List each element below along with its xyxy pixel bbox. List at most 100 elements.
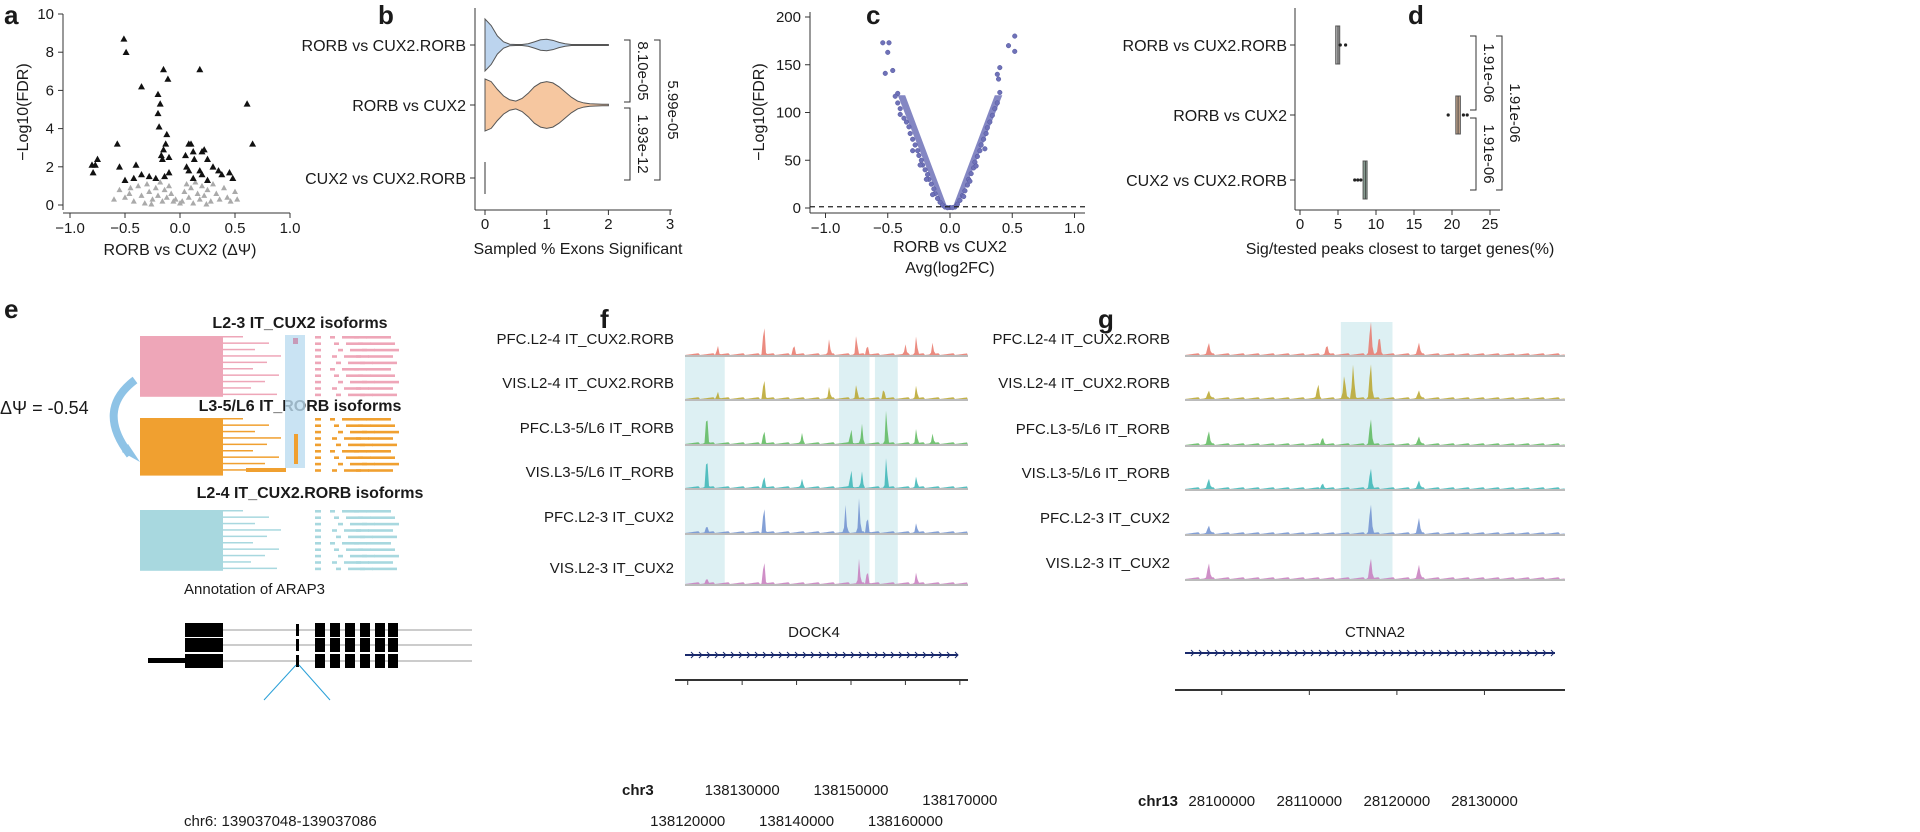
annotation-exon — [330, 638, 340, 652]
box-point — [1359, 178, 1363, 182]
panel-b-xtick-label: 0 — [481, 216, 489, 233]
isoform-cux2-exon — [338, 348, 343, 352]
nonsignificant-point — [181, 188, 188, 195]
isoform-cux2-rorb-exon — [370, 548, 395, 551]
gene-strand-arrow — [1398, 649, 1403, 657]
isoform-rorb-exon — [315, 418, 321, 421]
isoform-cux2-intron — [223, 336, 243, 338]
volcano-point — [882, 70, 888, 76]
volcano-point — [982, 146, 988, 152]
nonsignificant-point — [141, 200, 148, 206]
isoform-cux2-exon — [368, 387, 393, 390]
isoform-cux2-rorb-exon — [374, 522, 399, 526]
annotation-exon — [345, 654, 355, 668]
isoform-cux2-rorb-exon — [366, 542, 391, 545]
annotation-exon — [185, 638, 223, 652]
annotation-exon — [345, 623, 355, 637]
isoform-cux2-exon — [315, 342, 321, 345]
annotation-exon — [330, 623, 340, 637]
panel-letter-b: b — [378, 0, 394, 30]
significant-point — [91, 161, 99, 168]
isoform-rorb-exon — [315, 437, 321, 440]
isoform-rorb-exon — [330, 450, 335, 453]
nonsignificant-point — [210, 180, 216, 187]
annotation-exon — [375, 623, 385, 637]
nonsignificant-point — [232, 188, 238, 195]
gene-strand-arrow — [722, 651, 727, 659]
isoform-cux2-exon — [315, 368, 321, 371]
significant-point — [165, 169, 173, 176]
isoform-rorb-exon — [336, 443, 341, 447]
volcano-point — [916, 152, 922, 159]
isoform-cux2-exon — [315, 387, 321, 390]
gene-strand-arrow — [866, 651, 871, 659]
gene-strand-arrow — [906, 651, 911, 659]
volcano-point — [897, 111, 903, 117]
significant-point — [160, 146, 167, 153]
gene-strand-arrow — [1390, 649, 1395, 657]
isoform-cux2-rorb-exon — [315, 548, 321, 551]
annotation-exon — [375, 638, 385, 652]
volcano-point — [989, 112, 995, 118]
bracket-b-1-2 — [624, 107, 631, 181]
nonsignificant-point — [224, 194, 231, 200]
nonsignificant-point — [213, 190, 220, 196]
significant-point — [130, 174, 138, 182]
volcano-point — [944, 205, 951, 211]
nonsignificant-point — [234, 196, 241, 202]
isoform-rorb-exon — [356, 469, 361, 472]
isoform-cux2-exon — [334, 374, 339, 377]
isoform-cux2-rorb-exon — [368, 561, 393, 564]
panel-d-xtick-label: 10 — [1368, 216, 1385, 233]
bracket-d-0-2-label: 1.91e-06 — [1506, 83, 1523, 142]
significant-point — [226, 169, 233, 176]
isoform-cux2-rorb-exon — [338, 522, 343, 526]
gene-strand-arrow — [786, 651, 791, 659]
isoform-cux2-rorb-exon — [336, 535, 341, 539]
isoform-cux2-rorb-exon — [354, 510, 359, 513]
gene-strand-arrow — [1550, 649, 1555, 657]
track-label: VIS.L3-5/L6 IT_RORB — [1022, 465, 1170, 482]
volcano-point — [957, 197, 963, 203]
gene-strand-arrow — [1278, 649, 1283, 657]
nonsignificant-point — [221, 184, 227, 191]
annotation-exon — [296, 655, 299, 667]
isoform-cux2-rorb-exon — [338, 554, 343, 558]
isoform-cux2-intron — [223, 374, 279, 376]
nonsignificant-point — [149, 196, 156, 202]
volcano-point — [983, 130, 989, 137]
significant-point — [116, 163, 123, 170]
volcano-point — [978, 142, 984, 148]
isoform-cux2-exon — [356, 387, 361, 390]
panel-a-ytick-label: 10 — [37, 6, 54, 23]
isoform-rorb-exon — [366, 450, 391, 453]
gene-strand-arrow — [834, 651, 839, 659]
panel-c-ytick-label: 0 — [793, 200, 801, 217]
violin-0 — [484, 17, 609, 73]
isoform-cux2-rorb-exon — [358, 516, 363, 519]
isoform-cux2-intron — [223, 393, 277, 396]
genome-tick-label: 28100000 — [1188, 793, 1255, 810]
gene-strand-arrow — [1238, 649, 1243, 657]
annotation-exon — [360, 638, 370, 652]
gene-strand-arrow — [730, 651, 735, 659]
annotation-exon — [330, 654, 340, 668]
gene-strand-arrow — [714, 651, 719, 659]
volcano-point — [925, 172, 931, 178]
isoform-rorb-exon — [315, 443, 321, 447]
gene-strand-arrow — [1262, 649, 1267, 657]
isoform-rorb-exon — [368, 469, 393, 472]
isoform-cux2-rorb-exon — [315, 561, 321, 564]
isoform-cux2-intron — [223, 348, 255, 351]
nonsignificant-point — [168, 190, 175, 196]
isoform-cux2-exon — [362, 380, 367, 384]
significant-point — [215, 167, 222, 174]
box-point — [1338, 43, 1342, 47]
panel-c-xlabel2: Avg(log2FC) — [905, 260, 995, 277]
significant-point — [154, 109, 162, 117]
isoform-cux2-rorb-exon — [334, 548, 339, 551]
significant-point — [200, 146, 208, 153]
volcano-point — [1012, 48, 1018, 54]
gene-strand-arrow — [818, 651, 823, 659]
isoform-cux2-rorb-exon — [330, 510, 335, 513]
